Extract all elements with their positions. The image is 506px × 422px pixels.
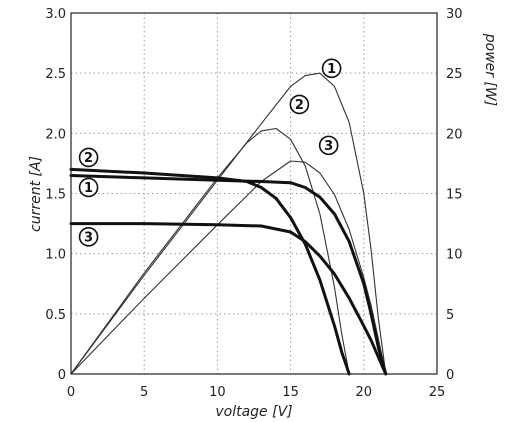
x-tick-label: 0 <box>67 385 75 400</box>
x-tick-label: 10 <box>209 385 226 400</box>
x-axis-title: voltage [V] <box>215 404 292 420</box>
annotation-label: 1 <box>84 181 93 196</box>
annotation-label: 3 <box>84 230 93 245</box>
x-tick-label: 5 <box>140 385 148 400</box>
current-curve-3 <box>71 224 386 374</box>
y-right-tick-label: 15 <box>446 188 463 203</box>
x-tick-label: 20 <box>356 385 373 400</box>
x-tick-label: 15 <box>282 385 299 400</box>
y-right-tick-label: 25 <box>446 67 463 82</box>
y-left-tick-label: 0.5 <box>45 308 66 323</box>
current-curve-2 <box>71 169 349 374</box>
y-left-tick-label: 2.5 <box>45 67 66 82</box>
annotations: 2 1 3 1 2 3 <box>80 59 341 245</box>
annotation-label: 3 <box>324 139 333 154</box>
y-left-tick-label: 0 <box>58 368 66 383</box>
y-right-tick-label: 5 <box>446 308 454 323</box>
annotation-label: 2 <box>84 151 93 166</box>
y-left-tick-label: 1.5 <box>45 188 66 203</box>
y-right-tick-label: 20 <box>446 127 463 142</box>
y-axis-title-right: power [W] <box>482 33 498 107</box>
x-tick-label: 25 <box>429 385 446 400</box>
y-left-tick-label: 2.0 <box>45 127 66 142</box>
ticks: 0 5 10 15 20 2500.51.01.52.02.53.005101520253… <box>45 7 462 400</box>
grid <box>71 13 437 374</box>
annotation-label: 1 <box>327 62 336 77</box>
y-axis-title-left: current [A] <box>28 156 44 232</box>
annotation-label: 2 <box>295 98 304 113</box>
y-right-tick-label: 10 <box>446 248 463 263</box>
curves <box>71 73 386 374</box>
y-left-tick-label: 1.0 <box>45 248 66 263</box>
y-right-tick-label: 30 <box>446 7 463 22</box>
y-left-tick-label: 3.0 <box>45 7 66 22</box>
y-right-tick-label: 0 <box>446 368 454 383</box>
